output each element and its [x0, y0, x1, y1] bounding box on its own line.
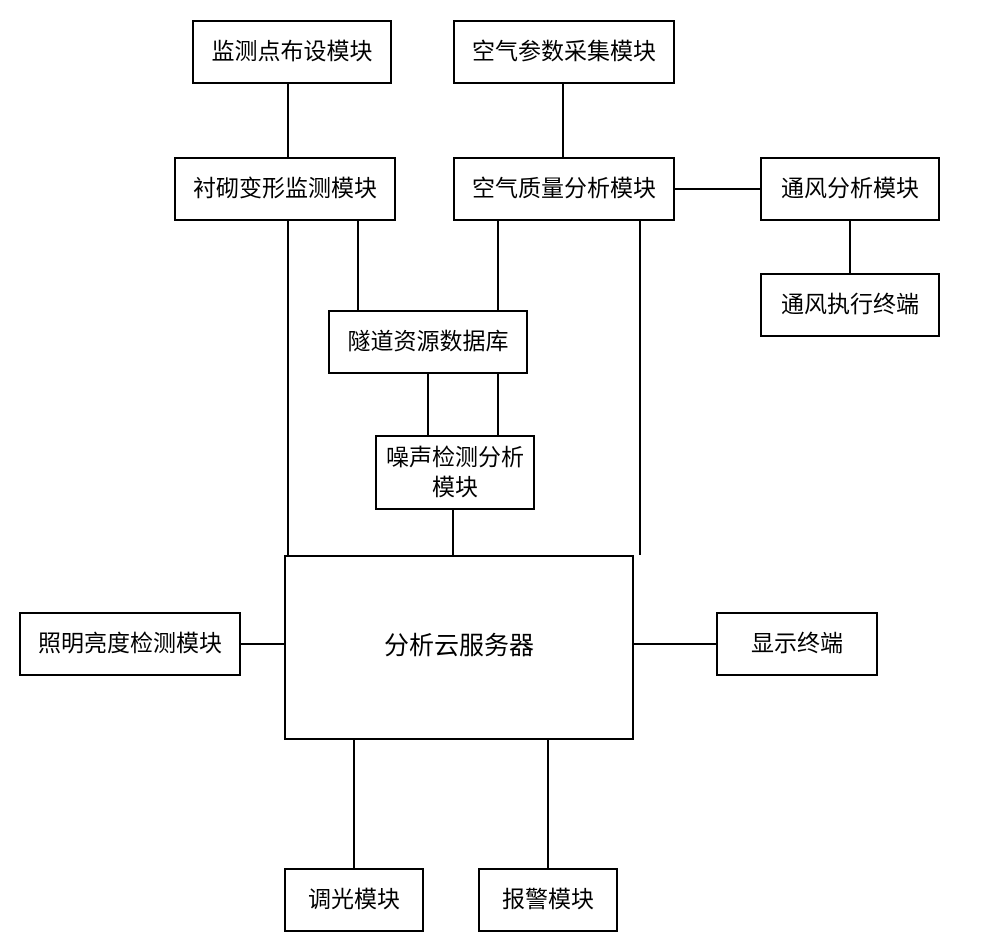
node-n6: 通风执行终端 [760, 273, 940, 337]
node-label: 衬砌变形监测模块 [193, 174, 377, 204]
node-n13: 报警模块 [478, 868, 618, 932]
node-n8: 噪声检测分析模块 [375, 435, 535, 510]
node-label: 调光模块 [308, 885, 400, 915]
node-n1: 监测点布设模块 [192, 20, 392, 84]
node-n2: 空气参数采集模块 [453, 20, 675, 84]
node-n7: 隧道资源数据库 [328, 310, 528, 374]
node-label: 通风分析模块 [781, 174, 919, 204]
node-label: 空气参数采集模块 [472, 37, 656, 67]
node-label: 照明亮度检测模块 [38, 629, 222, 659]
node-n5: 通风分析模块 [760, 157, 940, 221]
node-label: 噪声检测分析模块 [377, 443, 533, 503]
node-label: 隧道资源数据库 [348, 327, 509, 357]
node-n3: 衬砌变形监测模块 [174, 157, 396, 221]
node-n12: 调光模块 [284, 868, 424, 932]
node-n11: 显示终端 [716, 612, 878, 676]
node-label: 空气质量分析模块 [472, 174, 656, 204]
node-label: 分析云服务器 [384, 631, 534, 664]
node-n10: 分析云服务器 [284, 555, 634, 740]
node-label: 通风执行终端 [781, 290, 919, 320]
node-n4: 空气质量分析模块 [453, 157, 675, 221]
node-n9: 照明亮度检测模块 [19, 612, 241, 676]
flowchart-diagram: 监测点布设模块 空气参数采集模块衬砌变形监测模块 空气质量分析模块 通风分析模块通风执… [0, 0, 1000, 952]
node-label: 显示终端 [751, 629, 843, 659]
node-label: 监测点布设模块 [212, 37, 373, 67]
node-label: 报警模块 [502, 885, 594, 915]
